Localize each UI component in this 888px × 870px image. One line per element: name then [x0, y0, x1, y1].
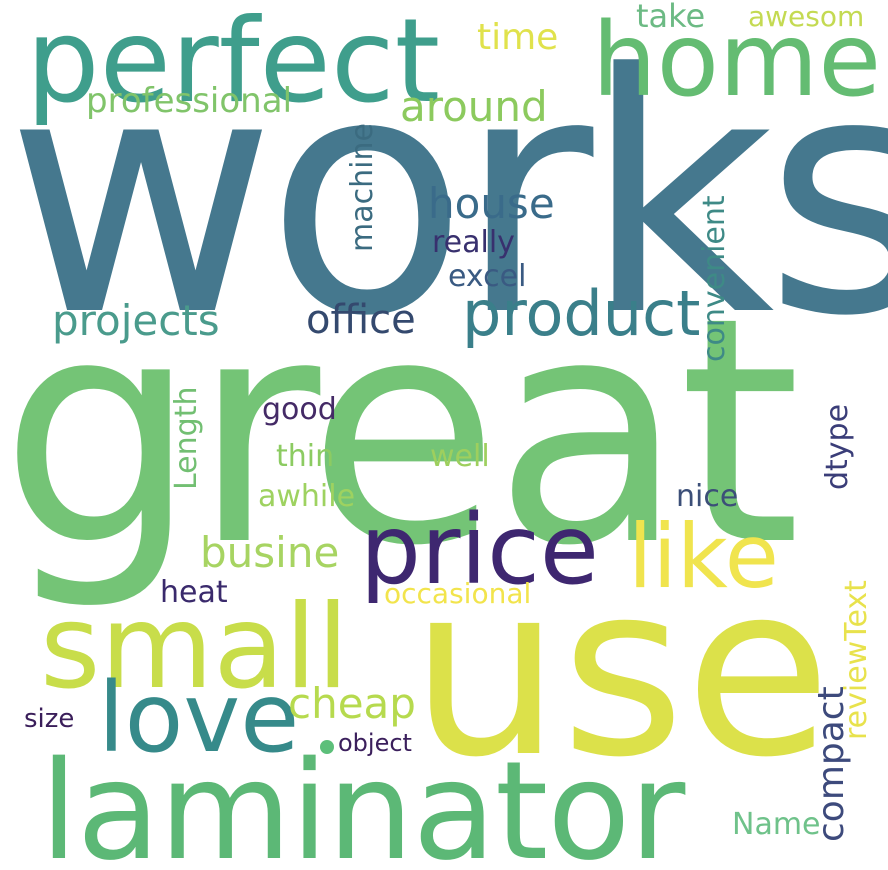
word-home: home: [592, 1, 882, 120]
word-Length: Length: [169, 386, 204, 490]
word-reviewText: reviewText: [839, 580, 874, 740]
word-busine: busine: [200, 528, 340, 577]
word-love: love: [98, 662, 300, 774]
word-use: use: [410, 533, 832, 810]
word-convenient: convenient: [697, 195, 732, 362]
word-works: works: [6, 4, 888, 388]
word-small: small: [40, 580, 349, 715]
word-perfect: perfect: [26, 0, 441, 129]
word-dtype: dtype: [820, 403, 855, 490]
word-nice: nice: [676, 479, 739, 514]
word-great: great: [0, 250, 801, 614]
word-price: price: [360, 494, 599, 606]
word-well: well: [430, 439, 490, 474]
word-machine: machine: [345, 123, 380, 252]
word-professional: professional: [86, 81, 293, 121]
word-laminator: laminator: [40, 733, 685, 870]
word-cheap: cheap: [288, 679, 416, 728]
word-really: really: [432, 225, 515, 260]
word-occasional: occasional: [384, 577, 532, 610]
word-size: size: [24, 704, 75, 734]
word-Name: Name: [732, 807, 821, 842]
word-good: good: [262, 392, 337, 427]
word-awesom: awesom: [748, 0, 865, 33]
word-awhile: awhile: [258, 479, 356, 514]
word-office: office: [306, 297, 416, 343]
word-thin: thin: [276, 439, 335, 474]
word-like: like: [628, 505, 779, 608]
dot-mark: [320, 740, 334, 754]
word-projects: projects: [52, 296, 220, 345]
word-object: object: [338, 729, 412, 757]
word-product: product: [462, 277, 701, 350]
word-take: take: [636, 0, 706, 35]
word-heat: heat: [160, 575, 228, 610]
word-excel: excel: [448, 259, 527, 294]
word-around: around: [400, 82, 548, 131]
word-time: time: [477, 17, 559, 58]
word-house: house: [428, 179, 555, 228]
